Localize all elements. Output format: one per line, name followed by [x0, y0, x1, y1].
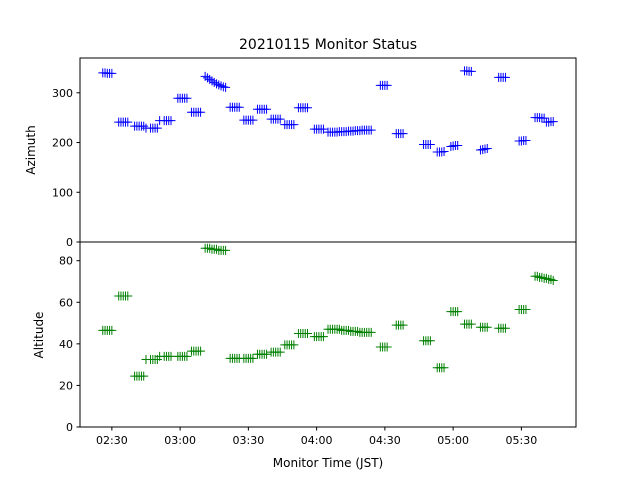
- azimuth-point: [366, 125, 376, 135]
- altitude-point: [366, 327, 376, 337]
- azimuth-point: [466, 66, 476, 76]
- x-tick-label: 03:00: [164, 434, 196, 447]
- azimuth-point: [318, 124, 328, 134]
- altitude-plot-frame: [79, 241, 577, 428]
- y-tick-label: 20: [59, 379, 73, 392]
- altitude-point: [318, 332, 328, 342]
- y-tick-label: 300: [52, 87, 73, 100]
- altitude-point: [466, 319, 476, 329]
- azimuth-point: [205, 74, 215, 84]
- azimuth-y-ticks: 0 100 200 300: [52, 87, 80, 249]
- x-tick-label: 04:30: [369, 434, 401, 447]
- altitude-point: [334, 324, 344, 334]
- altitude-point: [205, 243, 215, 253]
- altitude-point: [275, 347, 285, 357]
- azimuth-point: [248, 115, 258, 125]
- altitude-point: [382, 342, 392, 352]
- altitude-point: [482, 322, 492, 332]
- azimuth-point: [166, 116, 176, 126]
- azimuth-point: [182, 93, 192, 103]
- x-tick-label: 05:00: [437, 434, 469, 447]
- altitude-point: [398, 320, 408, 330]
- altitude-point: [546, 274, 556, 284]
- azimuth-point: [275, 114, 285, 124]
- x-tick-label: 03:30: [233, 434, 265, 447]
- azimuth-axis-label: Azimuth: [24, 125, 38, 174]
- azimuth-point: [209, 77, 219, 87]
- altitude-point: [123, 291, 133, 301]
- altitude-point: [439, 363, 449, 373]
- azimuth-point: [262, 104, 272, 114]
- altitude-point: [532, 271, 542, 281]
- azimuth-point: [214, 80, 224, 90]
- altitude-point: [500, 323, 510, 333]
- y-tick-label: 0: [66, 236, 73, 249]
- azimuth-point: [152, 123, 162, 133]
- azimuth-point: [123, 117, 133, 127]
- azimuth-point: [221, 82, 231, 92]
- azimuth-point: [216, 81, 226, 91]
- x-tick-label: 02:30: [96, 434, 128, 447]
- azimuth-point: [107, 68, 117, 78]
- altitude-y-ticks: 0 20 40 60 80: [59, 255, 80, 434]
- azimuth-point: [196, 107, 206, 117]
- azimuth-point: [439, 146, 449, 156]
- y-tick-label: 100: [52, 186, 73, 199]
- y-tick-label: 40: [59, 338, 73, 351]
- azimuth-point: [289, 120, 299, 130]
- altitude-point: [248, 353, 258, 363]
- altitude-point: [221, 245, 231, 255]
- altitude-point: [541, 273, 551, 283]
- altitude-point: [548, 275, 558, 285]
- y-tick-label: 80: [59, 255, 73, 268]
- azimuth-point: [539, 113, 549, 123]
- altitude-point: [537, 272, 547, 282]
- azimuth-point: [482, 144, 492, 154]
- altitude-point: [343, 325, 353, 335]
- azimuth-point: [500, 72, 510, 82]
- x-tick-label: 05:30: [506, 434, 538, 447]
- altitude-point: [212, 244, 222, 254]
- chart-title: 20210115 Monitor Status: [239, 37, 417, 53]
- x-axis-label: Monitor Time (JST): [273, 456, 383, 470]
- altitude-axis-label: Altitude: [32, 312, 46, 359]
- azimuth-point: [382, 80, 392, 90]
- azimuth-point: [234, 102, 244, 112]
- y-tick-label: 60: [59, 296, 73, 309]
- altitude-point: [107, 325, 117, 335]
- altitude-points: [98, 243, 558, 381]
- altitude-point: [521, 305, 531, 315]
- azimuth-point: [303, 103, 313, 113]
- altitude-axes: 0 20 40 60 80 02:30 03:00 03:30 04:00 04:30 05:00…: [32, 241, 577, 470]
- altitude-point: [453, 307, 463, 317]
- azimuth-point: [398, 129, 408, 139]
- y-tick-label: 0: [66, 421, 73, 434]
- azimuth-point: [453, 141, 463, 151]
- altitude-point: [196, 346, 206, 356]
- azimuth-point: [212, 79, 222, 89]
- altitude-point: [289, 340, 299, 350]
- time-x-ticks: 02:30 03:00 03:30 04:00 04:30 05:00 05:30: [96, 427, 537, 447]
- x-tick-label: 04:00: [301, 434, 333, 447]
- azimuth-points: [98, 66, 558, 157]
- y-tick-label: 200: [52, 137, 73, 150]
- altitude-point: [353, 326, 363, 336]
- altitude-point: [303, 328, 313, 338]
- altitude-point: [262, 349, 272, 359]
- azimuth-point: [139, 121, 149, 131]
- altitude-point: [182, 351, 192, 361]
- azimuth-point: [202, 73, 212, 83]
- azimuth-point: [425, 140, 435, 150]
- azimuth-point: [200, 71, 210, 81]
- azimuth-point: [521, 136, 531, 146]
- altitude-point: [139, 371, 149, 381]
- altitude-point: [425, 336, 435, 346]
- azimuth-point: [548, 117, 558, 127]
- azimuth-point: [207, 76, 217, 86]
